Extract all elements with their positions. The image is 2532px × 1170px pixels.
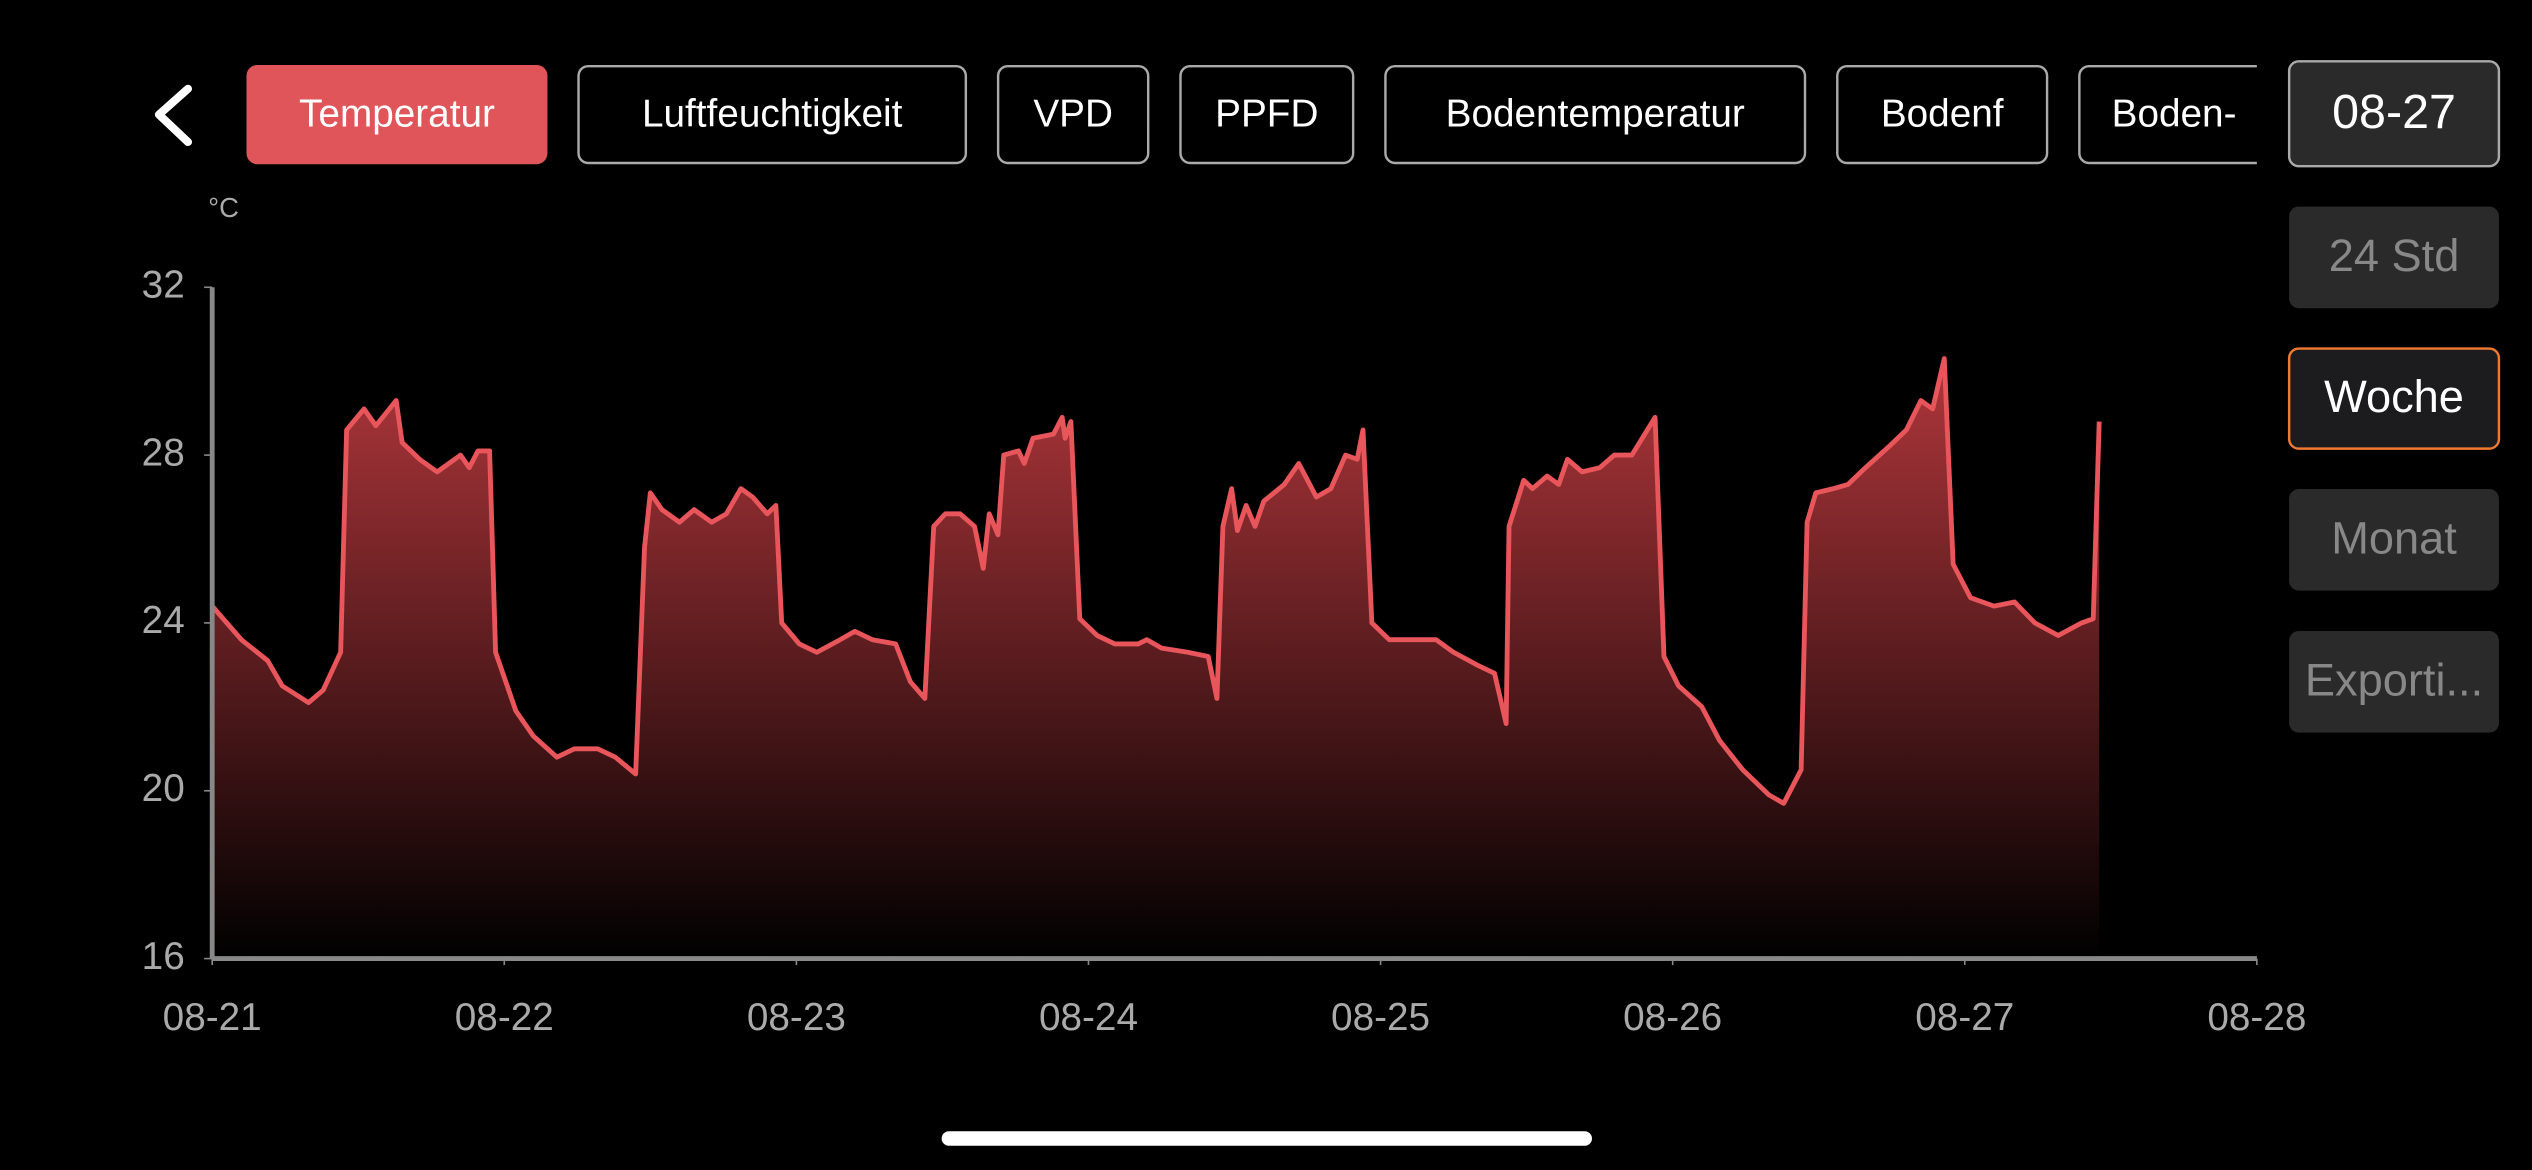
tab[interactable]	[996, 64, 1150, 165]
side-button-label[interactable]: 08-27	[2332, 85, 2456, 139]
side-button-label[interactable]: Woche	[2324, 371, 2464, 422]
x-tick-label: 08-28	[2207, 996, 2306, 1039]
side-button-label[interactable]: Monat	[2331, 512, 2457, 563]
tab-label[interactable]: Bodenf	[1881, 92, 2004, 135]
side-button[interactable]	[2287, 60, 2501, 168]
tab[interactable]	[2078, 64, 2292, 165]
tab[interactable]	[1384, 64, 1807, 165]
side-button-label[interactable]: 24 Std	[2329, 230, 2460, 281]
tab-bar: Temperatur Luftfeuchtigkeit VPD PPFD Bodente…	[246, 64, 2292, 165]
chart: °C 16 20 24 28 32 08-21 08-22 08-23 08-24 08-25 08…	[142, 192, 2307, 1039]
y-tick-label: 28	[142, 431, 185, 474]
x-tick-label: 08-26	[1623, 996, 1722, 1039]
tab[interactable]	[246, 64, 548, 165]
y-tick-label: 20	[142, 767, 185, 810]
x-tick-label: 08-27	[1915, 996, 2014, 1039]
x-tick-label: 08-22	[455, 996, 554, 1039]
x-tick-label: 08-25	[1331, 996, 1430, 1039]
tab-label[interactable]: Boden-	[2112, 92, 2237, 135]
x-tick-label: 08-21	[163, 996, 262, 1039]
side-button-label[interactable]: Exporti...	[2305, 654, 2483, 705]
side-button[interactable]	[2289, 630, 2499, 733]
tab[interactable]	[577, 64, 968, 165]
back-button[interactable]	[154, 84, 193, 147]
tab-label[interactable]: Bodentemperatur	[1446, 92, 1745, 135]
x-tick-label: 08-24	[1039, 996, 1138, 1039]
x-tick-label: 08-23	[747, 996, 846, 1039]
tab[interactable]	[1179, 64, 1355, 165]
y-tick-label: 16	[142, 935, 185, 978]
tab[interactable]	[1836, 64, 2049, 165]
tab-label[interactable]: Luftfeuchtigkeit	[642, 92, 903, 135]
side-button[interactable]	[2289, 206, 2499, 309]
tab-label[interactable]: PPFD	[1215, 92, 1318, 135]
tab-label[interactable]: Temperatur	[299, 92, 495, 135]
y-unit: °C	[208, 192, 239, 223]
side-button[interactable]	[2287, 347, 2501, 450]
line	[210, 356, 2102, 806]
y-tick-label: 24	[142, 599, 185, 642]
area	[212, 358, 2100, 959]
side-bar: 08-27 24 Std Woche Monat Exporti...	[2287, 60, 2501, 733]
side-button[interactable]	[2289, 488, 2499, 591]
tab-label[interactable]: VPD	[1033, 92, 1113, 135]
y-tick-label: 32	[142, 263, 185, 306]
home-indicator	[941, 1131, 1592, 1146]
